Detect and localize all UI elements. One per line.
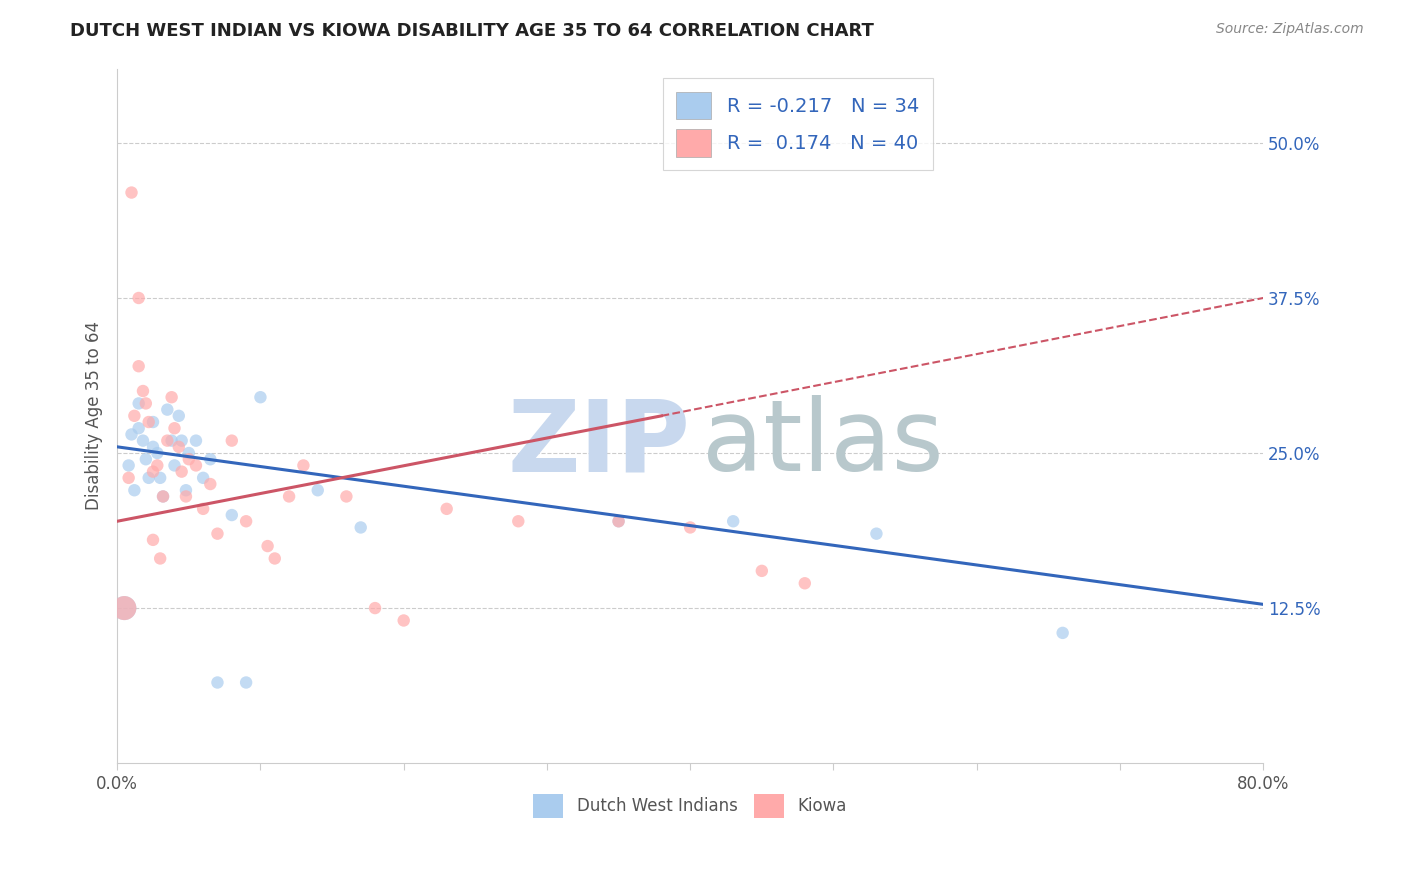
Y-axis label: Disability Age 35 to 64: Disability Age 35 to 64 bbox=[86, 321, 103, 510]
Point bbox=[156, 402, 179, 417]
Point bbox=[184, 458, 207, 473]
Point bbox=[721, 514, 744, 528]
Point bbox=[235, 675, 257, 690]
Point bbox=[149, 551, 172, 566]
Point bbox=[142, 440, 165, 454]
Point bbox=[292, 458, 315, 473]
Point bbox=[508, 514, 530, 528]
Point bbox=[163, 458, 186, 473]
Point bbox=[207, 526, 229, 541]
Point bbox=[350, 520, 373, 534]
Point bbox=[191, 501, 214, 516]
Point bbox=[207, 675, 229, 690]
Point bbox=[221, 434, 243, 448]
Point bbox=[607, 514, 630, 528]
Point bbox=[177, 446, 200, 460]
Point bbox=[256, 539, 278, 553]
Point bbox=[163, 421, 186, 435]
Point bbox=[142, 465, 165, 479]
Point bbox=[124, 483, 146, 498]
Text: Source: ZipAtlas.com: Source: ZipAtlas.com bbox=[1216, 22, 1364, 37]
Point bbox=[118, 471, 141, 485]
Point bbox=[152, 490, 174, 504]
Point bbox=[170, 465, 193, 479]
Point bbox=[184, 434, 207, 448]
Point bbox=[146, 458, 169, 473]
Point bbox=[607, 514, 630, 528]
Point bbox=[149, 471, 172, 485]
Point bbox=[132, 434, 155, 448]
Point bbox=[679, 520, 702, 534]
Point bbox=[160, 434, 183, 448]
Point bbox=[364, 601, 387, 615]
Point bbox=[132, 384, 155, 398]
Point bbox=[392, 614, 415, 628]
Text: atlas: atlas bbox=[702, 395, 943, 492]
Point bbox=[128, 291, 150, 305]
Point bbox=[128, 359, 150, 374]
Point bbox=[138, 415, 160, 429]
Point bbox=[167, 440, 190, 454]
Point bbox=[138, 471, 160, 485]
Point bbox=[751, 564, 773, 578]
Point bbox=[156, 434, 179, 448]
Point bbox=[124, 409, 146, 423]
Point bbox=[167, 409, 190, 423]
Point bbox=[170, 434, 193, 448]
Point bbox=[121, 186, 143, 200]
Point bbox=[112, 601, 135, 615]
Point bbox=[200, 452, 222, 467]
Point bbox=[128, 396, 150, 410]
Point bbox=[112, 601, 135, 615]
Point bbox=[121, 427, 143, 442]
Point bbox=[118, 458, 141, 473]
Point bbox=[174, 483, 197, 498]
Point bbox=[135, 452, 157, 467]
Point bbox=[793, 576, 815, 591]
Point bbox=[235, 514, 257, 528]
Point bbox=[307, 483, 329, 498]
Point bbox=[152, 490, 174, 504]
Text: DUTCH WEST INDIAN VS KIOWA DISABILITY AGE 35 TO 64 CORRELATION CHART: DUTCH WEST INDIAN VS KIOWA DISABILITY AG… bbox=[70, 22, 875, 40]
Point bbox=[263, 551, 285, 566]
Point bbox=[200, 477, 222, 491]
Point bbox=[436, 501, 458, 516]
Point bbox=[278, 490, 301, 504]
Point bbox=[160, 390, 183, 404]
Point bbox=[221, 508, 243, 522]
Point bbox=[1052, 626, 1074, 640]
Point bbox=[142, 415, 165, 429]
Point bbox=[191, 471, 214, 485]
Point bbox=[128, 421, 150, 435]
Point bbox=[142, 533, 165, 547]
Point bbox=[335, 490, 357, 504]
Point bbox=[146, 446, 169, 460]
Point bbox=[177, 452, 200, 467]
Legend: Dutch West Indians, Kiowa: Dutch West Indians, Kiowa bbox=[527, 788, 853, 824]
Point bbox=[865, 526, 887, 541]
Point bbox=[135, 396, 157, 410]
Point bbox=[174, 490, 197, 504]
Text: ZIP: ZIP bbox=[508, 395, 690, 492]
Point bbox=[249, 390, 271, 404]
